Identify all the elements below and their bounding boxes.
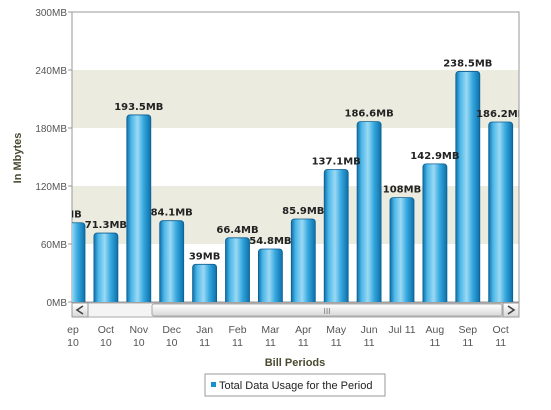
bar[interactable] — [258, 248, 283, 306]
x-tick-label-year: 11 — [199, 337, 210, 349]
x-tick-label-year: 11 — [364, 337, 375, 349]
bar[interactable] — [356, 121, 382, 306]
bar-data-label: 186.2MB — [476, 109, 525, 120]
x-tick-label: Feb — [228, 324, 246, 336]
x-tick-label: Oct — [493, 324, 509, 336]
x-tick-label-year: 11 — [265, 337, 276, 349]
x-tick-label: Jan — [196, 324, 213, 336]
x-tick-label: Jun — [361, 324, 378, 336]
bar[interactable] — [422, 163, 448, 306]
bar-data-label: 84.1MB — [151, 208, 193, 219]
bar-data-label: 85.9MB — [282, 206, 324, 217]
bar[interactable] — [159, 220, 185, 306]
y-axis-title: In Mbytes — [12, 133, 24, 184]
bar[interactable] — [126, 114, 152, 306]
x-tick-label: Mar — [261, 324, 280, 336]
chevron-right-icon — [507, 305, 516, 315]
scroll-left-button[interactable] — [71, 302, 89, 318]
y-tick-label: 120MB — [35, 182, 67, 193]
bar[interactable] — [488, 121, 514, 306]
x-tick-label-year: 11 — [462, 337, 473, 349]
bar-data-label: 108MB — [383, 185, 421, 196]
x-tick-label-year: 10 — [166, 337, 178, 349]
y-tick-label: 300MB — [35, 8, 67, 19]
y-tick-label: 0MB — [46, 298, 67, 309]
bar-data-label: 71.3MB — [85, 220, 127, 231]
legend: Total Data Usage for the Period — [204, 373, 386, 397]
x-tick-label: Sep — [458, 324, 477, 336]
x-tick-label-year: 10 — [67, 337, 79, 349]
x-tick-label: Jul 11 — [388, 324, 415, 336]
bar-data-label: MB — [64, 210, 82, 221]
x-tick-label: Apr — [295, 324, 312, 336]
horizontal-scrollbar[interactable]: III — [71, 302, 520, 318]
legend-box — [204, 373, 386, 397]
bar[interactable] — [192, 263, 217, 306]
bar[interactable] — [455, 71, 481, 306]
x-tick-label-year: 11 — [298, 337, 309, 349]
bar[interactable] — [225, 237, 250, 306]
bar-data-label: 193.5MB — [114, 102, 163, 113]
scroll-thumb-grip: III — [323, 307, 330, 316]
y-tick-label: 60MB — [41, 240, 67, 251]
x-tick-label: Dec — [162, 324, 181, 336]
legend-swatch — [211, 382, 216, 387]
y-tick-label: 240MB — [35, 66, 67, 77]
x-tick-label: Nov — [129, 324, 148, 336]
x-tick-label: May — [326, 324, 347, 336]
x-tick-label-year: 10 — [133, 337, 145, 349]
x-tick-label-year: 11 — [331, 337, 342, 349]
y-axis: 0MB 60MB 120MB 180MB 240MB 300MB — [35, 8, 72, 309]
bars — [61, 71, 514, 306]
bar-data-label: 66.4MB — [216, 225, 258, 236]
x-tick-label-year: 11 — [429, 337, 440, 349]
y-tick-label: 180MB — [35, 124, 67, 135]
bar[interactable] — [323, 169, 349, 306]
bar[interactable] — [93, 232, 119, 306]
chevron-left-icon — [75, 305, 84, 315]
bar-data-label: 137.1MB — [312, 156, 361, 167]
bar[interactable] — [290, 218, 316, 306]
x-axis: ep10Oct10Nov10Dec10Jan11Feb11Mar11Apr11M… — [67, 324, 509, 349]
x-tick-label-year: 11 — [495, 337, 506, 349]
x-tick-label-year: 11 — [232, 337, 243, 349]
x-tick-label: Oct — [98, 324, 114, 336]
x-tick-label: ep — [67, 324, 79, 336]
bar-data-label: 238.5MB — [443, 58, 492, 69]
bar[interactable] — [61, 222, 86, 306]
x-tick-label-year: 10 — [100, 337, 112, 349]
scroll-right-button[interactable] — [502, 302, 520, 318]
bar-data-label: 186.6MB — [344, 109, 393, 120]
scroll-thumb[interactable] — [151, 303, 503, 317]
bar-data-label: 142.9MB — [410, 151, 459, 162]
x-tick-label: Aug — [426, 324, 445, 336]
bar[interactable] — [389, 197, 415, 306]
bar-data-label: 54.8MB — [249, 236, 291, 247]
x-axis-title: Bill Periods — [265, 357, 326, 369]
bar-data-label: 39MB — [189, 251, 221, 262]
legend-label: Total Data Usage for the Period — [219, 380, 372, 392]
